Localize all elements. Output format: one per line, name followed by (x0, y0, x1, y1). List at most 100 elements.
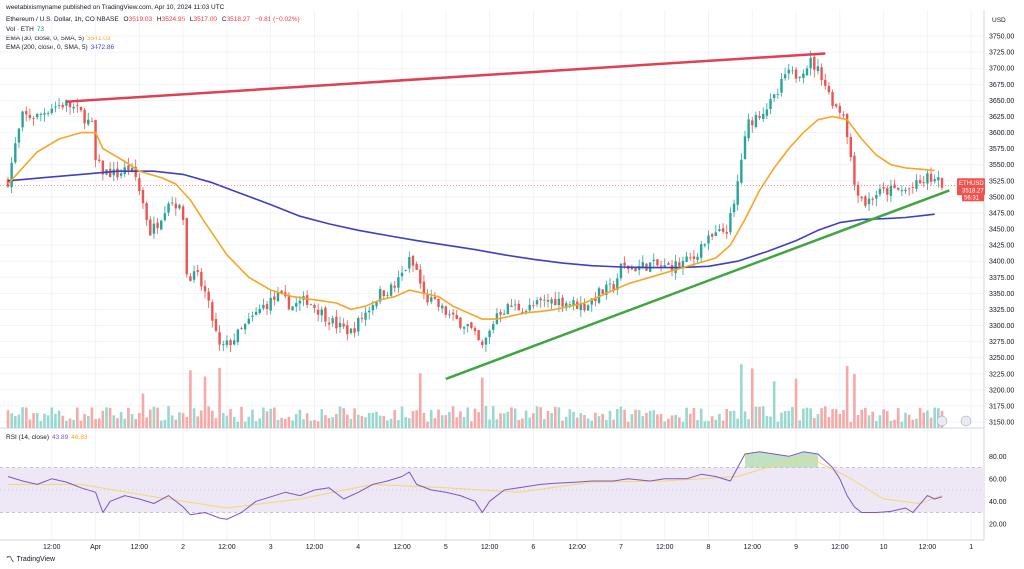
rsi-ma-line (8, 458, 943, 509)
price-tag-symbol: ETHUSD (959, 181, 984, 187)
volume-bar (185, 416, 189, 428)
volume-bar (893, 419, 896, 428)
volume-bar (732, 410, 736, 428)
candle-body (349, 328, 353, 333)
volume-bar (721, 420, 725, 428)
candle-body (703, 244, 707, 246)
volume-bar (28, 419, 32, 428)
volume-bar (816, 414, 820, 428)
candle-body (532, 305, 535, 307)
candle-body (444, 306, 448, 315)
volume-bar (517, 420, 521, 428)
change-value: −0.81 (−0.02%) (254, 16, 300, 23)
candle-body (287, 296, 291, 310)
candle-body (641, 262, 645, 267)
candle-body (367, 310, 371, 313)
candle-body (269, 297, 272, 311)
candle-body (258, 308, 261, 313)
candle-body (787, 69, 790, 74)
candle-body (634, 267, 637, 272)
candle-body (138, 178, 141, 192)
volume-bar (141, 393, 145, 428)
x-tick-label: 12:00 (306, 544, 324, 551)
volume-bar (740, 364, 743, 428)
candle-body (769, 98, 772, 109)
y-tick-label: 3750.00 (989, 34, 1014, 41)
volume-bar (451, 406, 455, 428)
volume-bar (882, 409, 885, 428)
open-value: 3519.03 (128, 16, 153, 23)
x-tick-label: 12:00 (831, 544, 849, 551)
volume-bar (108, 407, 112, 428)
candle-body (864, 196, 867, 206)
volume-bar (791, 406, 794, 428)
volume-bar (181, 413, 185, 428)
candle-body (265, 304, 269, 309)
volume-bar (397, 420, 400, 428)
candle-body (141, 190, 145, 204)
volume-bar (623, 409, 626, 428)
volume-bar (46, 415, 50, 428)
footer-brand: TradingView (16, 556, 56, 563)
candle-body (185, 218, 188, 275)
volume-bar (641, 416, 645, 428)
volume-bar (466, 407, 470, 428)
volume-bar (316, 421, 320, 428)
candle-body (83, 109, 86, 124)
candle-body (678, 262, 681, 267)
volume-bar (718, 413, 721, 428)
low-value: 3517.00 (193, 16, 218, 23)
volume-bar (211, 410, 214, 428)
candle-body (871, 198, 874, 200)
volume-bar (320, 409, 324, 428)
candle-body (492, 324, 495, 330)
candle-body (422, 281, 426, 295)
candle-body (192, 271, 196, 280)
volume-bar (294, 413, 298, 428)
candle-body (189, 276, 192, 281)
volume-bar (553, 406, 557, 428)
candle-body (780, 78, 783, 93)
x-tick-label: 12:00 (568, 544, 586, 551)
candle-body (470, 322, 473, 329)
volume-bar (123, 418, 127, 428)
volume-bar (860, 409, 864, 428)
volume-bar (546, 410, 550, 428)
volume-bar (575, 417, 579, 428)
candle-body (594, 297, 597, 302)
candle-body (816, 66, 820, 72)
rsi-tick-label: 80.00 (989, 454, 1007, 461)
flag-icon (936, 415, 948, 427)
candle-body (178, 204, 181, 209)
volume-bar (681, 421, 685, 428)
volume-bar (243, 421, 247, 428)
x-tick-label: 5 (444, 544, 448, 551)
volume-bar (24, 407, 28, 428)
volume-bar (145, 417, 148, 428)
candle-body (295, 303, 298, 307)
candle-body (181, 206, 185, 220)
candle-body (732, 203, 736, 213)
candle-body (714, 232, 717, 236)
volume-bar (170, 415, 174, 428)
candle-body (860, 196, 863, 199)
volume-bar (200, 410, 203, 428)
volume-bar (688, 413, 692, 428)
candle-body (240, 327, 243, 329)
candle-body (342, 323, 345, 327)
volume-bar (375, 411, 378, 428)
volume-bar (86, 416, 90, 428)
volume-bar (842, 409, 845, 428)
candle-body (597, 288, 601, 303)
candle-body (233, 340, 236, 345)
candle-body (502, 313, 506, 315)
x-tick-label: 6 (531, 544, 535, 551)
candle-body (320, 309, 323, 316)
volume-bar (342, 408, 345, 428)
candle-body (353, 328, 356, 333)
volume-bar (305, 413, 309, 428)
candle-body (845, 114, 849, 138)
volume-bar (929, 417, 933, 428)
volume-bar (90, 407, 94, 428)
